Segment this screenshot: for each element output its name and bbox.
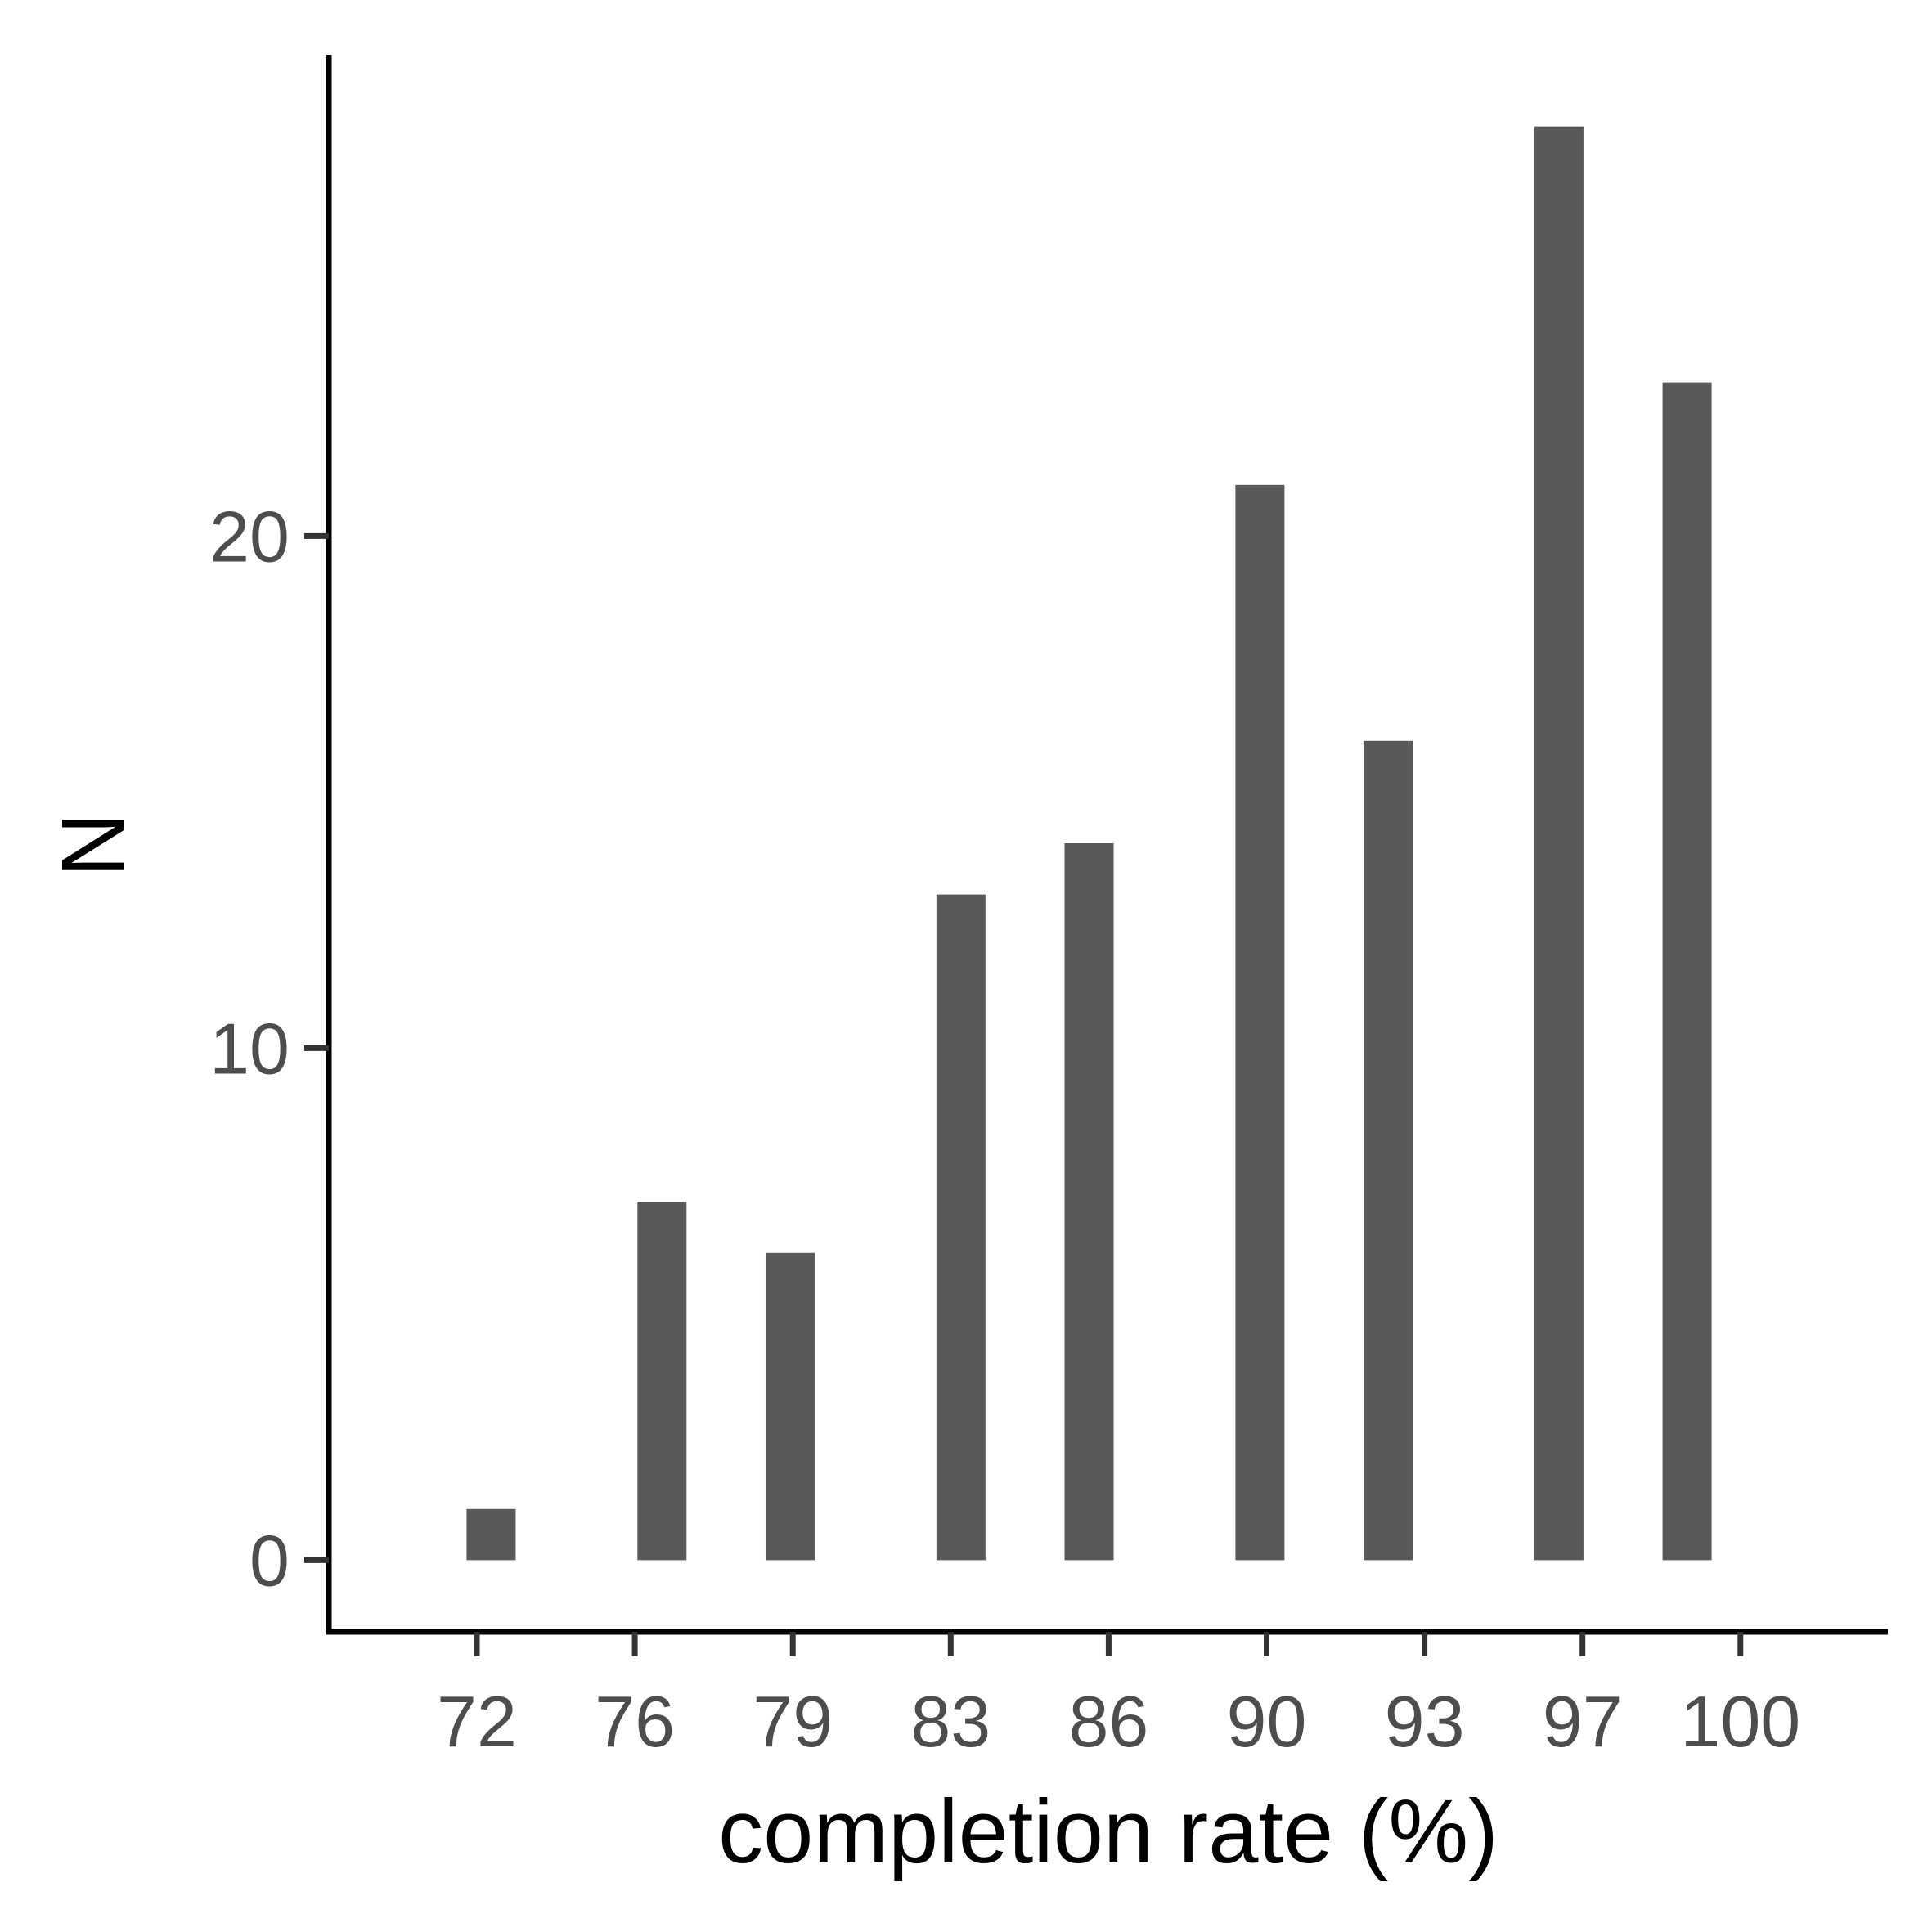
x-tick-label: 72 [437, 1681, 517, 1762]
y-axis-title: N [43, 812, 144, 877]
y-tick-label: 10 [209, 1008, 290, 1089]
bar-90 [1235, 484, 1285, 1561]
y-ticks: 0 10 20 [209, 496, 329, 1601]
bar-97 [1534, 126, 1584, 1561]
bar-76 [637, 1202, 687, 1561]
x-tick-label: 79 [753, 1681, 833, 1762]
bar-86 [1064, 843, 1114, 1561]
x-tick-label: 100 [1680, 1681, 1800, 1762]
bar-93 [1364, 740, 1413, 1561]
x-tick-label: 83 [910, 1681, 991, 1762]
y-tick-label: 20 [209, 496, 290, 577]
x-tick-label: 97 [1543, 1681, 1623, 1762]
x-ticks: 72 76 79 83 86 90 93 97 100 [437, 1632, 1800, 1762]
bar-79 [765, 1252, 815, 1561]
bar-72 [466, 1508, 516, 1561]
x-tick-label: 93 [1385, 1681, 1465, 1762]
bars [466, 126, 1712, 1561]
bar-83 [936, 894, 986, 1561]
bar-100 [1662, 382, 1712, 1561]
x-tick-label: 90 [1227, 1681, 1307, 1762]
y-tick-label: 0 [249, 1520, 290, 1601]
x-tick-label: 86 [1068, 1681, 1148, 1762]
x-tick-label: 76 [595, 1681, 675, 1762]
x-axis-title: completion rate (%) [718, 1781, 1498, 1882]
